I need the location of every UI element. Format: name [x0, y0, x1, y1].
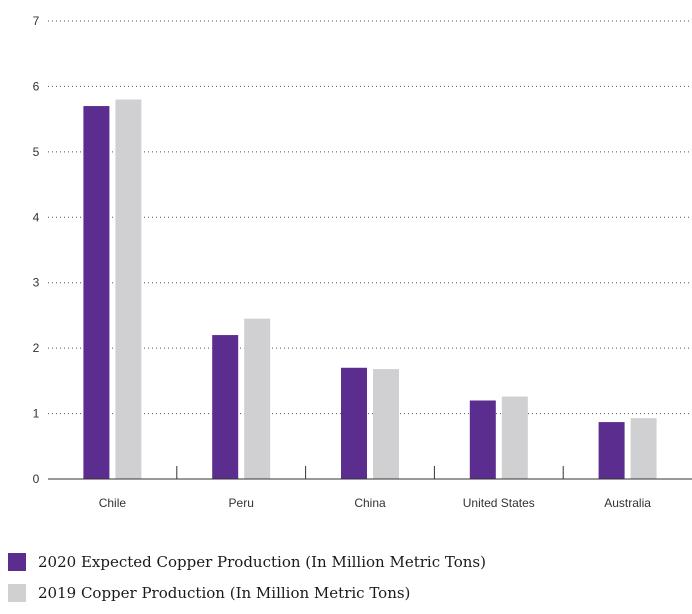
legend-item-2019: 2019 Copper Production (In Million Metri…: [8, 583, 486, 603]
y-axis-ticks: 0 1 2 3 4 5 6 7: [33, 14, 40, 486]
x-category-label-australia: Australia: [604, 496, 651, 510]
bar-australia-series-1: [630, 418, 657, 479]
x-category-label-china: China: [354, 496, 386, 510]
y-tick-label-2: 2: [33, 341, 40, 355]
x-category-label-peru: Peru: [229, 496, 254, 510]
y-tick-label-0: 0: [33, 472, 40, 486]
bar-peru-series-1: [244, 318, 271, 479]
y-tick-label-7: 7: [33, 14, 40, 28]
y-tick-label-1: 1: [33, 407, 40, 421]
bars: [83, 99, 657, 480]
y-tick-label-4: 4: [33, 210, 40, 224]
y-tick-label-5: 5: [33, 145, 40, 159]
x-axis-labels: Chile Peru China United States Australia: [99, 496, 652, 510]
bar-united-states-series-0: [469, 400, 496, 479]
legend-label-2019: 2019 Copper Production (In Million Metri…: [38, 584, 411, 602]
bar-china-series-0: [341, 367, 367, 479]
y-tick-label-6: 6: [33, 79, 40, 93]
bar-united-states-series-1: [501, 396, 528, 479]
bar-chile-series-1: [115, 99, 142, 479]
legend-swatch-2020: [8, 553, 26, 571]
legend: 2020 Expected Copper Production (In Mill…: [8, 552, 486, 614]
bar-australia-series-0: [598, 422, 625, 479]
bar-china-series-1: [373, 369, 399, 479]
bar-chart: 0 1 2 3 4 5 6 7 Chile Peru China United States Aust…: [33, 14, 692, 510]
legend-swatch-2019: [8, 584, 26, 602]
bar-chile-series-0: [83, 106, 110, 480]
x-category-label-chile: Chile: [99, 496, 127, 510]
bar-peru-series-0: [212, 335, 239, 479]
y-tick-label-3: 3: [33, 276, 40, 290]
grid-lines: [48, 20, 692, 415]
legend-item-2020: 2020 Expected Copper Production (In Mill…: [8, 552, 486, 572]
x-axis-ticks: [176, 466, 564, 479]
x-category-label-united-states: United States: [463, 496, 535, 510]
legend-label-2020: 2020 Expected Copper Production (In Mill…: [38, 553, 486, 571]
